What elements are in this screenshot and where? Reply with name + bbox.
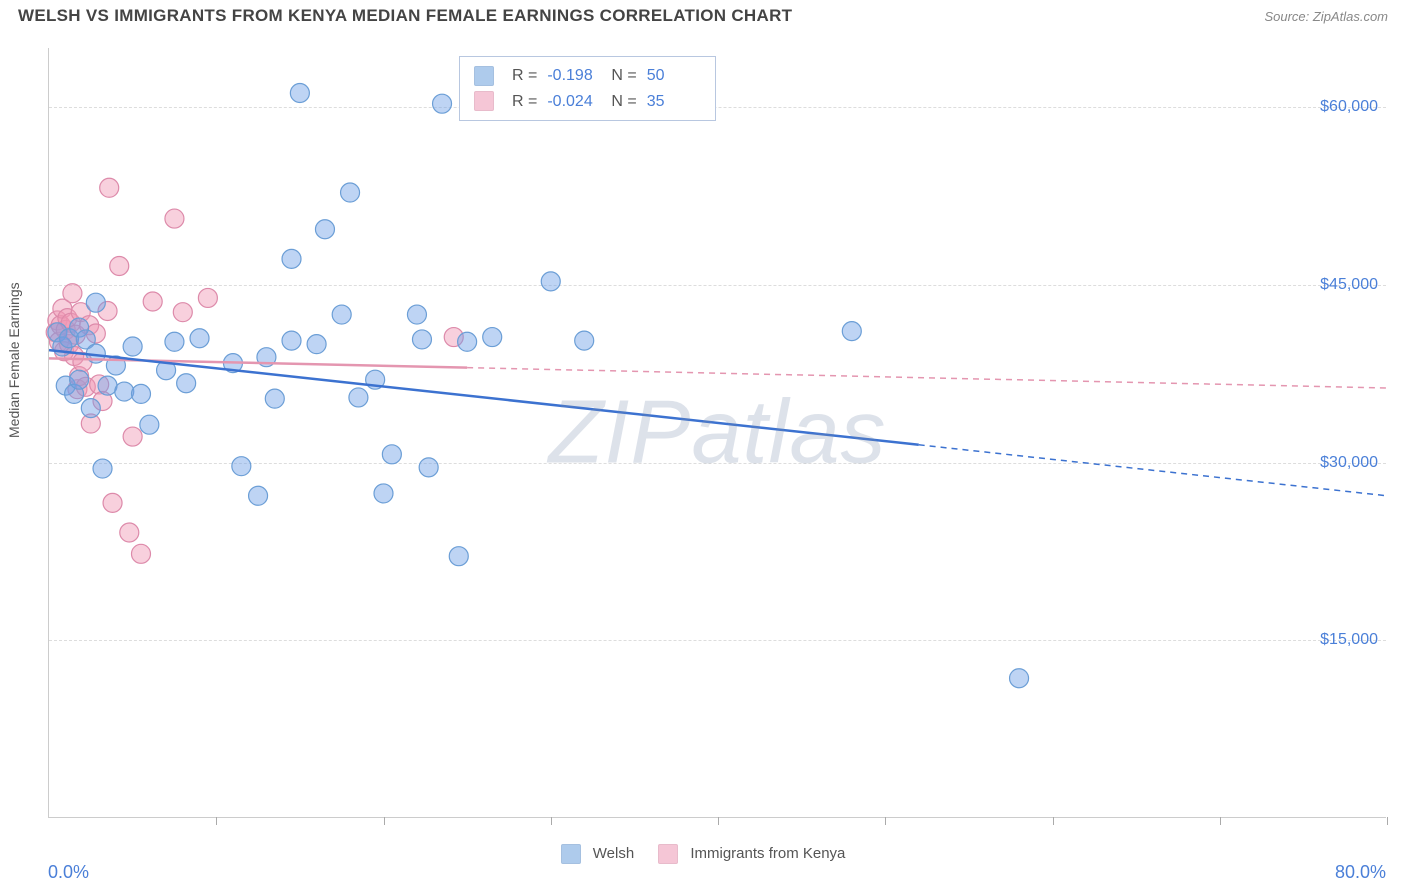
x-tick [1387, 817, 1388, 825]
scatter-point [315, 220, 334, 239]
legend-item-kenya: Immigrants from Kenya [658, 844, 845, 864]
scatter-point [282, 249, 301, 268]
scatter-point [290, 84, 309, 103]
scatter-point [341, 183, 360, 202]
page-title: WELSH VS IMMIGRANTS FROM KENYA MEDIAN FE… [18, 6, 792, 26]
x-max-label: 80.0% [1335, 862, 1386, 883]
scatter-point [458, 332, 477, 351]
legend-swatch-welsh [474, 66, 494, 86]
scatter-point [120, 523, 139, 542]
scatter-point [282, 331, 301, 350]
scatter-point [131, 544, 150, 563]
r-label: R = [512, 89, 537, 115]
x-tick [216, 817, 217, 825]
scatter-point [131, 384, 150, 403]
scatter-point [190, 329, 209, 348]
scatter-point [382, 445, 401, 464]
source-attribution: Source: ZipAtlas.com [1264, 9, 1388, 24]
scatter-point [93, 459, 112, 478]
scatter-point [307, 335, 326, 354]
scatter-point [165, 209, 184, 228]
scatter-point [407, 305, 426, 324]
r-value-welsh: -0.198 [547, 63, 601, 89]
scatter-point [81, 399, 100, 418]
scatter-point [140, 415, 159, 434]
series-legend: Welsh Immigrants from Kenya [0, 844, 1406, 864]
x-tick [885, 817, 886, 825]
y-axis-label: Median Female Earnings [6, 282, 22, 438]
x-tick [384, 817, 385, 825]
scatter-point [103, 493, 122, 512]
scatter-point [143, 292, 162, 311]
scatter-point [433, 94, 452, 113]
trendline-dashed [467, 368, 1387, 388]
trendline-solid [49, 350, 919, 445]
legend-item-welsh: Welsh [561, 844, 635, 864]
scatter-point [842, 322, 861, 341]
scatter-point [332, 305, 351, 324]
n-value-welsh: 50 [647, 63, 701, 89]
x-tick [1220, 817, 1221, 825]
legend-swatch-kenya [474, 91, 494, 111]
legend-label-welsh: Welsh [593, 845, 634, 862]
scatter-point [412, 330, 431, 349]
legend-row-welsh: R = -0.198 N = 50 [474, 63, 701, 89]
scatter-point [249, 486, 268, 505]
scatter-point [86, 293, 105, 312]
legend-label-kenya: Immigrants from Kenya [690, 845, 845, 862]
scatter-point [198, 288, 217, 307]
scatter-point [232, 457, 251, 476]
scatter-point [265, 389, 284, 408]
x-tick [551, 817, 552, 825]
n-label: N = [611, 63, 636, 89]
n-label: N = [611, 89, 636, 115]
scatter-point [419, 458, 438, 477]
scatter-point [177, 374, 196, 393]
scatter-point [110, 256, 129, 275]
r-value-kenya: -0.024 [547, 89, 601, 115]
x-tick [1053, 817, 1054, 825]
scatter-point [115, 382, 134, 401]
scatter-point [349, 388, 368, 407]
scatter-point [123, 427, 142, 446]
legend-swatch-welsh-icon [561, 844, 581, 864]
x-min-label: 0.0% [48, 862, 89, 883]
correlation-legend: R = -0.198 N = 50 R = -0.024 N = 35 [459, 56, 716, 121]
scatter-point [123, 337, 142, 356]
scatter-point [449, 547, 468, 566]
scatter-point [165, 332, 184, 351]
r-label: R = [512, 63, 537, 89]
scatter-point [575, 331, 594, 350]
scatter-point [70, 370, 89, 389]
legend-row-kenya: R = -0.024 N = 35 [474, 89, 701, 115]
n-value-kenya: 35 [647, 89, 701, 115]
scatter-point [100, 178, 119, 197]
scatter-point [483, 328, 502, 347]
legend-swatch-kenya-icon [658, 844, 678, 864]
chart-plot-area: $15,000$30,000$45,000$60,000 ZIPatlas R … [48, 48, 1386, 818]
scatter-point [63, 284, 82, 303]
scatter-point [374, 484, 393, 503]
trendline-dashed [919, 445, 1387, 496]
scatter-point [173, 303, 192, 322]
scatter-point [1010, 669, 1029, 688]
scatter-plot [49, 48, 1386, 817]
scatter-point [98, 376, 117, 395]
x-tick [718, 817, 719, 825]
scatter-point [541, 272, 560, 291]
